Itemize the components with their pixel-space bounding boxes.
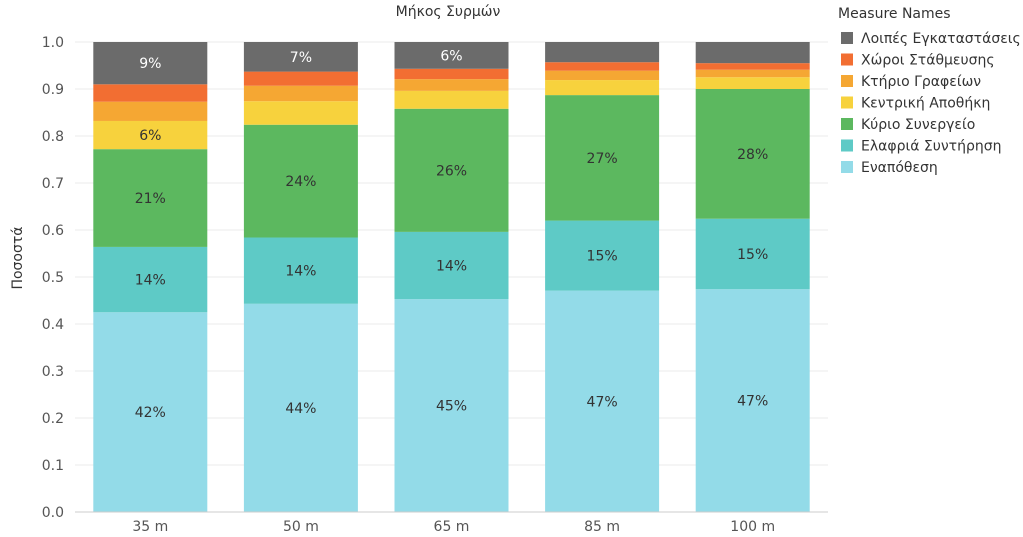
bar-segment bbox=[394, 231, 509, 300]
legend-item-label: Κεντρική Αποθήκη bbox=[861, 96, 990, 112]
bar-segment bbox=[243, 101, 358, 125]
segment-label: 45% bbox=[436, 399, 467, 415]
bar-segment bbox=[695, 289, 810, 512]
x-tick-label: 35 m bbox=[132, 519, 168, 535]
y-tick-label: 1.0 bbox=[42, 35, 64, 51]
legend-swatch bbox=[841, 53, 853, 66]
segment-label: 42% bbox=[135, 405, 166, 421]
y-tick-label: 0.5 bbox=[42, 270, 64, 286]
y-axis-label: Ποσοστά bbox=[10, 226, 26, 289]
segment-label: 14% bbox=[135, 273, 166, 289]
y-axis-ticks: 0.0 0.1 0.2 0.3 0.4 0.5 0.6 0.7 0.8 0.9 1.0 bbox=[42, 35, 64, 521]
segment-label: 9% bbox=[139, 56, 161, 72]
bar-segment bbox=[93, 120, 208, 150]
segment-label: 7% bbox=[290, 50, 312, 66]
bar-segment bbox=[545, 62, 660, 71]
bar-segment bbox=[243, 42, 358, 72]
legend-title: Measure Names bbox=[838, 6, 951, 22]
y-tick-label: 0.8 bbox=[42, 129, 64, 145]
legend-swatch bbox=[841, 118, 853, 130]
chart-title: Μήκος Συρμών bbox=[396, 4, 501, 20]
bars bbox=[93, 42, 810, 512]
segment-label: 47% bbox=[737, 394, 768, 410]
segment-labels: 42% 14% 21% 6% 9% 44% 14% 24% 7% 45% 14% 26% 6% 47% 15… bbox=[135, 48, 769, 421]
legend-item-label: Κτήριο Γραφείων bbox=[861, 74, 981, 90]
x-axis-ticks: 35 m 50 m 65 m 85 m 100 m bbox=[132, 519, 775, 535]
bar-segment bbox=[93, 84, 208, 102]
bar-segment bbox=[545, 70, 660, 81]
bar-segment bbox=[243, 237, 358, 304]
y-tick-label: 0.1 bbox=[42, 458, 64, 474]
legend: Measure Names Λοιπές Εγκαταστάσεις Χώροι … bbox=[838, 6, 1021, 176]
bar-segment bbox=[695, 63, 810, 70]
segment-label: 21% bbox=[135, 191, 166, 207]
bar-segment bbox=[545, 95, 660, 221]
x-tick-label: 100 m bbox=[730, 519, 775, 535]
bar-segment bbox=[545, 220, 660, 291]
bar-segment bbox=[695, 89, 810, 219]
y-tick-label: 0.4 bbox=[42, 317, 64, 333]
bar-segment bbox=[243, 71, 358, 86]
segment-label: 26% bbox=[436, 163, 467, 179]
bar-segment bbox=[394, 79, 509, 91]
segment-label: 15% bbox=[587, 249, 618, 265]
legend-item-label: Χώροι Στάθμευσης bbox=[861, 53, 995, 69]
segment-label: 44% bbox=[285, 401, 316, 417]
legend-item-label: Κύριο Συνεργείο bbox=[861, 117, 975, 133]
x-tick-label: 65 m bbox=[434, 519, 470, 535]
bar-segment bbox=[394, 68, 509, 80]
bar-segment bbox=[93, 312, 208, 512]
legend-swatch bbox=[841, 32, 853, 44]
segment-label: 15% bbox=[737, 247, 768, 263]
bar-segment bbox=[394, 42, 509, 69]
bar-segment bbox=[695, 69, 810, 78]
bar-segment bbox=[545, 80, 660, 96]
bar-segment bbox=[93, 42, 208, 85]
y-tick-label: 0.3 bbox=[42, 364, 64, 380]
y-tick-label: 0.6 bbox=[42, 223, 64, 239]
legend-swatch bbox=[841, 75, 853, 87]
bar-segment bbox=[243, 85, 358, 102]
bar-segment bbox=[695, 77, 810, 89]
y-tick-label: 0.7 bbox=[42, 176, 64, 192]
bar-segment bbox=[394, 108, 509, 232]
legend-item-label: Εναπόθεση bbox=[861, 160, 938, 176]
segment-label: 6% bbox=[440, 48, 462, 64]
legend-swatch bbox=[841, 139, 853, 152]
legend-item-label: Ελαφριά Συντήρηση bbox=[861, 139, 1001, 155]
segment-label: 14% bbox=[436, 258, 467, 274]
x-tick-label: 85 m bbox=[584, 519, 620, 535]
bar-segment bbox=[243, 303, 358, 512]
bar-segment bbox=[545, 290, 660, 512]
x-tick-label: 50 m bbox=[283, 519, 319, 535]
legend-swatch bbox=[841, 161, 853, 173]
segment-label: 47% bbox=[587, 394, 618, 410]
y-tick-label: 0.9 bbox=[42, 82, 64, 98]
bar-segment bbox=[695, 218, 810, 290]
y-tick-label: 0.2 bbox=[42, 411, 64, 427]
segment-label: 6% bbox=[139, 128, 161, 144]
legend-swatch bbox=[841, 96, 853, 109]
segment-label: 14% bbox=[285, 264, 316, 280]
segment-label: 27% bbox=[587, 151, 618, 167]
bar-segment bbox=[545, 42, 660, 63]
bar-segment bbox=[93, 246, 208, 313]
segment-label: 24% bbox=[285, 174, 316, 190]
bar-segment bbox=[243, 124, 358, 238]
segment-label: 28% bbox=[737, 147, 768, 163]
bar-segment bbox=[394, 299, 509, 512]
bar-segment bbox=[93, 101, 208, 121]
bar-segment bbox=[394, 90, 509, 109]
bar-segment bbox=[695, 42, 810, 64]
legend-item-label: Λοιπές Εγκαταστάσεις bbox=[861, 31, 1021, 47]
y-tick-label: 0.0 bbox=[42, 505, 64, 521]
bar-segment bbox=[93, 149, 208, 247]
